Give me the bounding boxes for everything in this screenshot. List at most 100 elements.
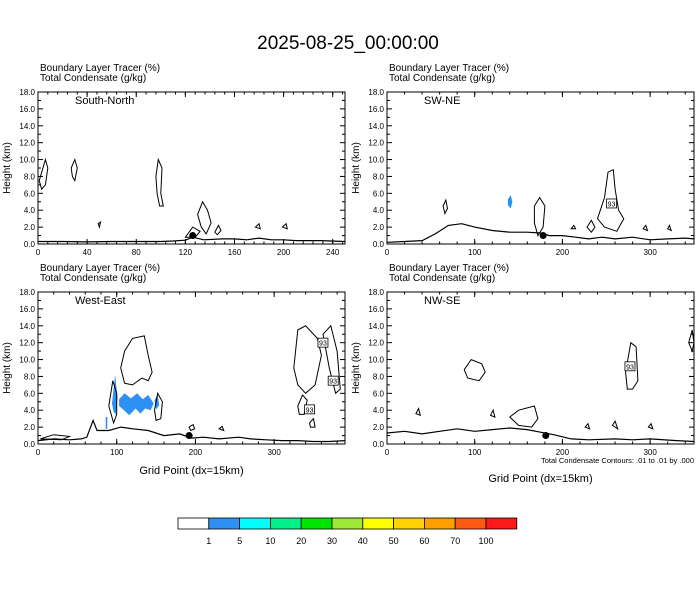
location-marker <box>542 432 550 440</box>
y-tick-label: 12.0 <box>19 339 35 348</box>
x-tick-label: 200 <box>556 448 570 457</box>
contour-footnote: Total Condensate Contours: .01 to .01 by… <box>541 456 694 465</box>
colorbar-label: 60 <box>419 536 429 546</box>
colorbar-label: 5 <box>237 536 242 546</box>
plot-frame <box>37 291 346 445</box>
tracer-fill <box>112 374 118 415</box>
colorbar-label: 1 <box>206 536 211 546</box>
colorbar-swatch <box>485 517 518 530</box>
x-tick-label: 160 <box>228 248 242 257</box>
contour-label-box <box>317 337 329 348</box>
condensate-contour <box>322 324 341 395</box>
contour-label-box <box>606 198 617 209</box>
panel-label: NW-SE <box>424 295 460 307</box>
plot-area <box>38 157 346 243</box>
panel-label: West-East <box>75 295 126 307</box>
y-tick-label: 16.0 <box>19 105 35 114</box>
terrain-line <box>386 427 695 443</box>
y-tick-label: 12.0 <box>368 339 384 348</box>
x-tick-label: 120 <box>179 248 193 257</box>
colorbar-swatch <box>269 517 302 530</box>
condensate-contour <box>153 391 163 422</box>
y-tick-label: 14.0 <box>19 322 35 331</box>
tracer-fill <box>119 393 154 416</box>
panel-header-tracer: Boundary Layer Tracer (%) <box>40 263 160 274</box>
colorbar-label: 50 <box>389 536 399 546</box>
y-tick-label: 8.0 <box>24 172 36 181</box>
x-tick-label: 200 <box>189 448 203 457</box>
y-axis-label: Height (km) <box>2 142 13 194</box>
x-tick-label: 0 <box>385 448 390 457</box>
x-tick-label: 100 <box>110 448 124 457</box>
plot-frame <box>386 291 695 445</box>
colorbar-label: 40 <box>358 536 368 546</box>
y-tick-label: 4.0 <box>373 206 385 215</box>
plot-area: 93 93 93 <box>37 324 346 443</box>
y-axis-label: Height (km) <box>351 342 362 394</box>
y-tick-label: 18.0 <box>19 288 35 297</box>
colorbar-label: 30 <box>327 536 337 546</box>
condensate-contour <box>647 422 654 430</box>
condensate-contour <box>254 222 262 230</box>
condensate-contour <box>108 380 118 425</box>
condensate-contour <box>214 224 222 236</box>
y-tick-label: 10.0 <box>368 356 384 365</box>
panel-1: Boundary Layer Tracer (%)Total Condensat… <box>2 63 346 257</box>
condensate-contour <box>611 420 619 430</box>
plot-area: 93 <box>386 168 695 243</box>
condensate-contour <box>442 198 449 216</box>
x-tick-label: 40 <box>83 248 92 257</box>
plot-frame <box>37 91 346 245</box>
panel-header-condensate: Total Condensate (g/kg) <box>389 273 495 284</box>
y-tick-label: 0.0 <box>24 440 36 449</box>
contour-label: 93 <box>626 364 634 371</box>
colorbar-label: 10 <box>265 536 275 546</box>
y-tick-label: 6.0 <box>24 389 36 398</box>
colorbar-swatch <box>331 517 364 530</box>
contour-label-box <box>304 404 315 415</box>
colorbar-swatch <box>300 517 333 530</box>
y-tick-label: 8.0 <box>24 372 36 381</box>
condensate-contour <box>642 224 649 232</box>
terrain-line <box>37 418 346 443</box>
tracer-fill <box>508 195 513 209</box>
panel-header-tracer: Boundary Layer Tracer (%) <box>389 63 509 74</box>
y-tick-label: 14.0 <box>368 122 384 131</box>
contour-label: 93 <box>329 379 337 386</box>
y-tick-label: 10.0 <box>19 156 35 165</box>
condensate-contour <box>415 407 422 417</box>
condensate-contour <box>120 335 153 386</box>
condensate-contour <box>625 341 639 390</box>
y-tick-label: 12.0 <box>19 139 35 148</box>
y-tick-label: 18.0 <box>368 288 384 297</box>
y-tick-label: 0.0 <box>24 240 36 249</box>
colorbar-label: 70 <box>450 536 460 546</box>
x-tick-label: 300 <box>267 448 281 457</box>
y-tick-label: 10.0 <box>19 356 35 365</box>
location-marker <box>189 232 197 240</box>
panel-header-tracer: Boundary Layer Tracer (%) <box>389 263 509 274</box>
tracer-fill <box>105 417 108 429</box>
colorbar-swatch <box>454 517 487 530</box>
colorbar-swatch <box>362 517 394 530</box>
condensate-contour <box>489 408 496 418</box>
condensate-contour <box>463 358 486 382</box>
condensate-contour <box>570 224 577 230</box>
condensate-contour <box>533 196 546 237</box>
x-axis-label: Grid Point (dx=15km) <box>488 473 592 485</box>
y-tick-label: 4.0 <box>24 206 36 215</box>
y-tick-label: 18.0 <box>368 88 384 97</box>
x-tick-label: 100 <box>468 248 482 257</box>
colorbar: 1 5 10 20 30 40 50 60 70 100 <box>177 517 518 546</box>
y-tick-label: 6.0 <box>24 189 36 198</box>
y-tick-label: 4.0 <box>24 406 36 415</box>
plot-frame <box>386 91 695 245</box>
condensate-contour <box>596 168 625 232</box>
condensate-contour <box>667 224 673 232</box>
condensate-contour <box>70 158 78 183</box>
colorbar-label: 20 <box>296 536 306 546</box>
y-tick-label: 16.0 <box>19 305 35 314</box>
colorbar-swatch <box>423 517 456 530</box>
y-tick-label: 14.0 <box>19 122 35 131</box>
x-tick-label: 240 <box>326 248 340 257</box>
